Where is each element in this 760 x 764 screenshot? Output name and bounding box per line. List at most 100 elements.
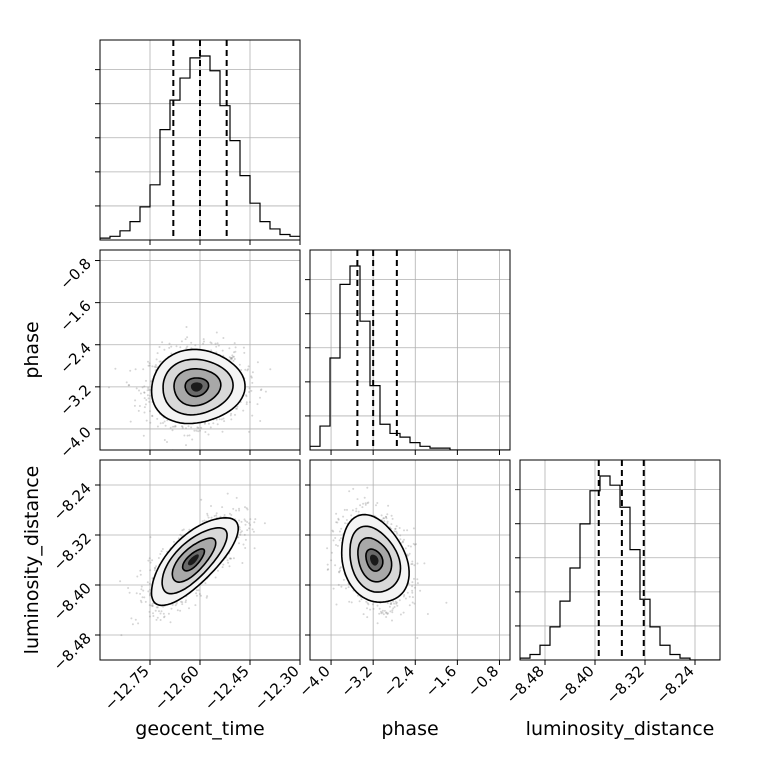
scatter-point xyxy=(149,421,152,424)
scatter-point xyxy=(217,344,220,347)
scatter-point xyxy=(357,594,359,597)
scatter-point xyxy=(380,514,383,517)
scatter-point xyxy=(181,425,184,428)
scatter-point xyxy=(213,515,216,517)
scatter-point xyxy=(148,364,151,367)
scatter-point xyxy=(358,600,361,603)
scatter-point xyxy=(174,425,177,428)
scatter-point xyxy=(154,609,157,612)
scatter-point xyxy=(212,422,215,425)
scatter-point xyxy=(147,397,150,400)
scatter-point xyxy=(411,601,414,604)
scatter-point xyxy=(235,509,238,512)
scatter-point xyxy=(151,605,154,608)
scatter-point xyxy=(162,605,165,608)
scatter-point xyxy=(184,338,187,341)
scatter-point xyxy=(355,507,358,510)
scatter-point xyxy=(407,554,410,557)
scatter-point xyxy=(181,601,184,604)
scatter-point xyxy=(244,547,247,549)
scatter-point xyxy=(215,351,218,354)
scatter-point xyxy=(395,525,398,528)
scatter-point xyxy=(202,338,205,341)
scatter-point xyxy=(180,340,183,343)
scatter-point xyxy=(210,505,212,507)
scatter-point xyxy=(181,603,184,606)
scatter-point xyxy=(151,602,154,605)
scatter-point xyxy=(146,389,149,392)
scatter-point xyxy=(133,404,136,407)
scatter-point xyxy=(332,587,335,590)
scatter-point xyxy=(151,559,154,562)
scatter-point xyxy=(188,607,190,610)
scatter-point xyxy=(127,384,130,387)
scatter-point xyxy=(410,563,413,566)
scatter-point xyxy=(419,589,422,592)
scatter-point xyxy=(339,569,342,572)
scatter-point xyxy=(135,387,138,390)
scatter-point xyxy=(232,355,235,358)
scatter-point xyxy=(330,559,333,562)
scatter-point xyxy=(148,610,151,613)
scatter-point xyxy=(244,523,247,526)
scatter-point xyxy=(248,522,251,525)
scatter-point xyxy=(335,603,338,606)
hist-panel-geocent_time xyxy=(95,39,301,241)
scatter-point xyxy=(148,594,151,597)
scatter-point xyxy=(177,537,180,540)
scatter-point xyxy=(391,611,394,614)
scatter-point xyxy=(137,409,140,412)
scatter-point xyxy=(233,355,235,358)
scatter-point xyxy=(399,534,402,537)
scatter-panel-geocent_time-phase xyxy=(99,249,301,451)
scatter-point xyxy=(205,596,208,599)
scatter-point xyxy=(171,603,174,606)
scatter-point xyxy=(395,601,398,604)
y-axis-label-luminosity_distance: luminosity_distance xyxy=(21,466,43,655)
scatter-point xyxy=(384,515,387,518)
scatter-point xyxy=(395,530,398,533)
scatter-point xyxy=(232,507,235,510)
scatter-point xyxy=(228,512,231,515)
scatter-point xyxy=(134,368,137,371)
scatter-point xyxy=(238,526,241,529)
scatter-point xyxy=(163,615,166,618)
scatter-point xyxy=(125,381,128,384)
scatter-point xyxy=(249,518,252,521)
scatter-point xyxy=(372,607,375,610)
scatter-point xyxy=(392,607,395,610)
scatter-point xyxy=(233,351,235,354)
scatter-point xyxy=(179,346,182,349)
scatter-point xyxy=(236,405,239,408)
scatter-point xyxy=(209,426,212,429)
scatter-point xyxy=(352,487,355,490)
scatter-point xyxy=(163,616,165,619)
scatter-point xyxy=(206,514,209,517)
scatter-point xyxy=(239,531,242,534)
scatter-point xyxy=(242,409,245,412)
scatter-point xyxy=(141,596,144,599)
scatter-point xyxy=(334,564,337,567)
scatter-point xyxy=(190,426,193,429)
scatter-point xyxy=(161,341,164,344)
scatter-point xyxy=(197,430,200,433)
scatter-point xyxy=(399,613,402,616)
scatter-point xyxy=(391,517,394,520)
scatter-point xyxy=(376,502,379,504)
scatter-point xyxy=(342,578,345,581)
scatter-point xyxy=(244,519,247,522)
scatter-point xyxy=(411,585,414,588)
scatter-point xyxy=(222,337,225,339)
scatter-point xyxy=(386,612,389,615)
scatter-point xyxy=(151,414,154,417)
scatter-point xyxy=(234,346,237,349)
contour-line xyxy=(181,548,206,572)
scatter-point xyxy=(179,533,182,536)
scatter-point xyxy=(142,589,145,592)
scatter-point xyxy=(259,420,262,422)
scatter-point xyxy=(367,603,370,606)
scatter-point xyxy=(230,412,233,415)
scatter-point xyxy=(369,608,372,611)
scatter-point xyxy=(210,342,213,345)
